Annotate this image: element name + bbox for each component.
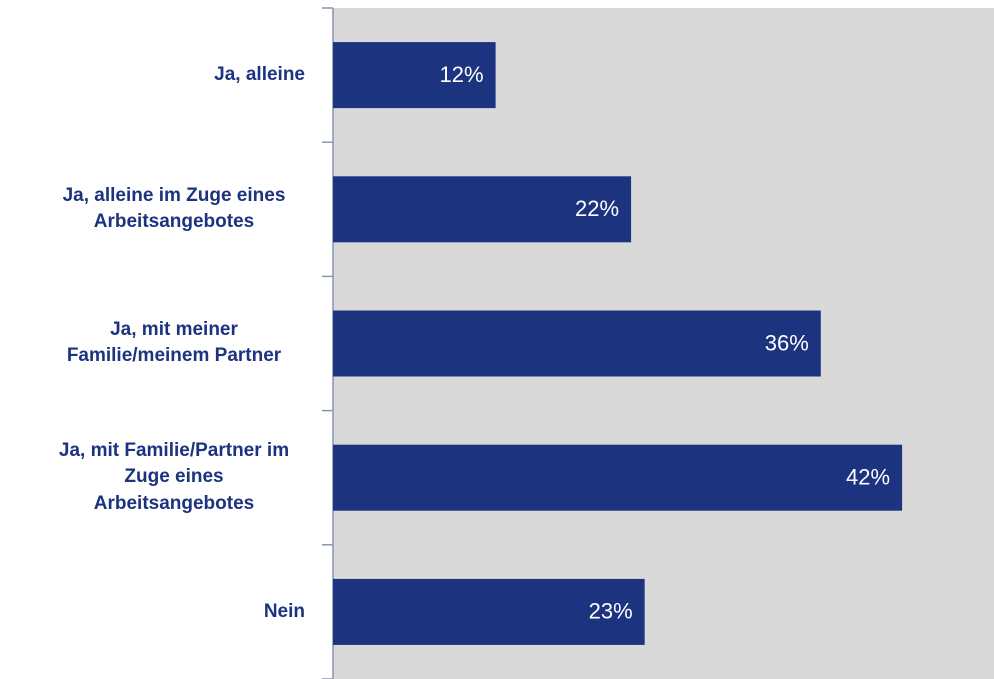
bar (333, 42, 496, 109)
value-label: 42% (846, 465, 890, 490)
category-label-box: Ja, alleine (43, 8, 305, 142)
category-label: Ja, mit Familie/Partner im Zuge eines Ar… (58, 439, 290, 514)
value-label: 23% (589, 599, 633, 624)
category-label: Nein (263, 600, 305, 622)
bar (333, 444, 903, 511)
category-label: Ja, alleine im Zuge eines Arbeitsangebot… (62, 184, 286, 233)
value-label: 36% (765, 330, 809, 355)
category-label: Ja, mit meiner Familie/meinem Partner (66, 318, 282, 367)
category-label-box: Ja, mit meiner Familie/meinem Partner (43, 276, 305, 410)
bar (333, 578, 645, 645)
bar (333, 176, 632, 243)
value-label: 22% (575, 196, 619, 221)
bar (333, 310, 821, 377)
category-label: Ja, alleine (214, 63, 305, 85)
category-label-box: Nein (43, 545, 305, 679)
category-label-box: Ja, alleine im Zuge eines Arbeitsangebot… (43, 142, 305, 276)
category-label-box: Ja, mit Familie/Partner im Zuge eines Ar… (43, 411, 305, 545)
value-label: 12% (440, 62, 484, 87)
